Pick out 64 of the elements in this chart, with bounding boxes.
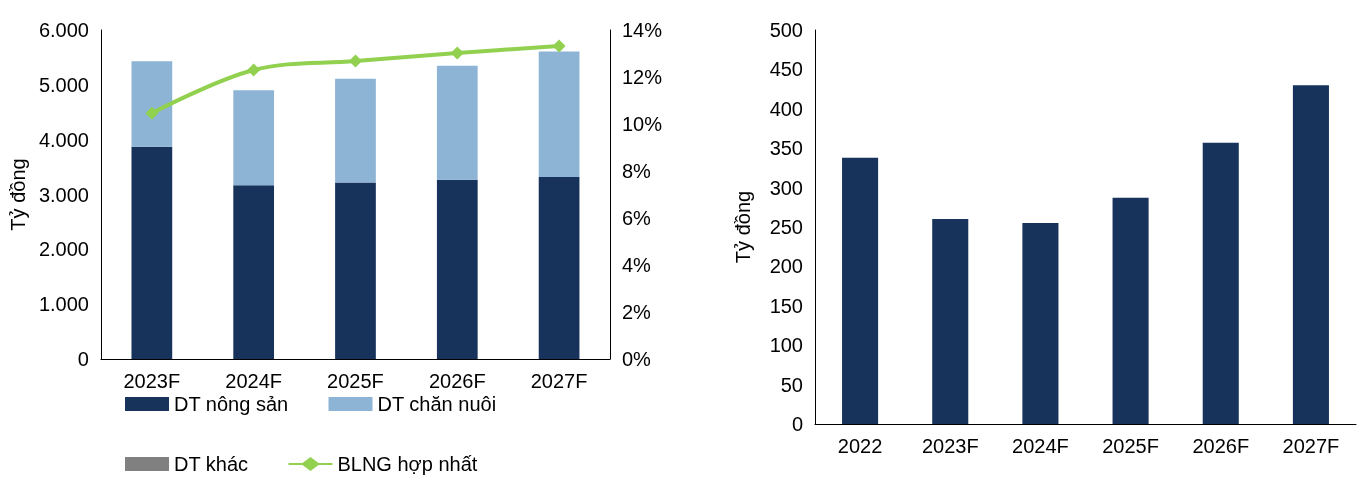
y-tick-label: 3.000 <box>38 183 89 206</box>
bar <box>1292 85 1329 424</box>
bar <box>233 90 275 186</box>
y-tick-label: 4.000 <box>38 128 89 151</box>
point <box>450 46 464 60</box>
y2-tick-label: 0% <box>622 348 652 370</box>
y-tick-label: 150 <box>769 294 803 317</box>
y-tick-label: 2.000 <box>38 238 89 261</box>
x-tick-label: 2027F <box>1282 435 1340 457</box>
y-tick-label: 0 <box>791 413 803 435</box>
y-tick-label: 250 <box>769 216 803 238</box>
bar <box>538 51 580 177</box>
bar <box>932 219 969 424</box>
y2-tick-label: 2% <box>622 301 652 323</box>
y-tick-label: 6.000 <box>38 19 89 41</box>
x-tick-label: 2022 <box>837 435 883 457</box>
bar <box>1202 142 1239 424</box>
x-tick-label: 2025F <box>327 370 384 392</box>
y-tick-label: 100 <box>769 334 803 357</box>
point <box>552 39 566 53</box>
y-tick-label: 500 <box>769 19 803 41</box>
bar <box>842 157 879 424</box>
x-tick-label: 2027F <box>530 370 588 392</box>
bar <box>131 61 173 147</box>
y-tick-label: 1.000 <box>38 293 89 316</box>
bar <box>538 176 580 359</box>
x-tick-label: 2026F <box>428 370 486 392</box>
bar <box>335 182 376 359</box>
bar <box>131 146 173 359</box>
bar <box>233 185 275 359</box>
y-tick-label: 50 <box>780 373 803 396</box>
legend-label: BLNG hợp nhất <box>337 453 478 475</box>
x-tick-label: 2024F <box>225 370 283 392</box>
y2-tick-label: 14% <box>622 19 663 41</box>
x-tick-label: 2023F <box>123 370 181 392</box>
y-tick-label: 0 <box>77 348 89 370</box>
y2-tick-label: 8% <box>622 160 652 182</box>
y2-tick-label: 6% <box>622 207 652 229</box>
y-tick-label: 200 <box>769 255 803 278</box>
y-tick-label: 300 <box>769 176 803 199</box>
bar <box>1112 197 1149 424</box>
legend-label: DT chăn nuôi <box>377 393 497 415</box>
bar <box>335 78 376 183</box>
x-tick-label: 2024F <box>1012 435 1069 457</box>
y-axis-title: Tỷ đồng <box>7 158 29 231</box>
point <box>348 54 362 68</box>
y-tick-label: 5.000 <box>38 73 89 96</box>
y2-tick-label: 12% <box>622 66 663 88</box>
bar <box>1022 223 1059 424</box>
bar <box>436 65 478 180</box>
y2-tick-label: 4% <box>622 254 652 276</box>
y-tick-label: 400 <box>769 97 803 120</box>
y2-tick-label: 10% <box>622 113 663 135</box>
bar <box>436 179 478 359</box>
legend-label: DT nông sản <box>174 393 289 415</box>
x-tick-label: 2026F <box>1192 435 1250 457</box>
y-axis-title: Tỷ đồng <box>732 190 754 264</box>
y-tick-label: 350 <box>769 137 803 160</box>
x-tick-label: 2023F <box>921 435 979 457</box>
legend-label: DT khác <box>174 453 249 475</box>
point <box>247 63 261 77</box>
x-tick-label: 2025F <box>1102 435 1159 457</box>
point <box>145 106 159 120</box>
y-tick-label: 450 <box>769 58 803 81</box>
